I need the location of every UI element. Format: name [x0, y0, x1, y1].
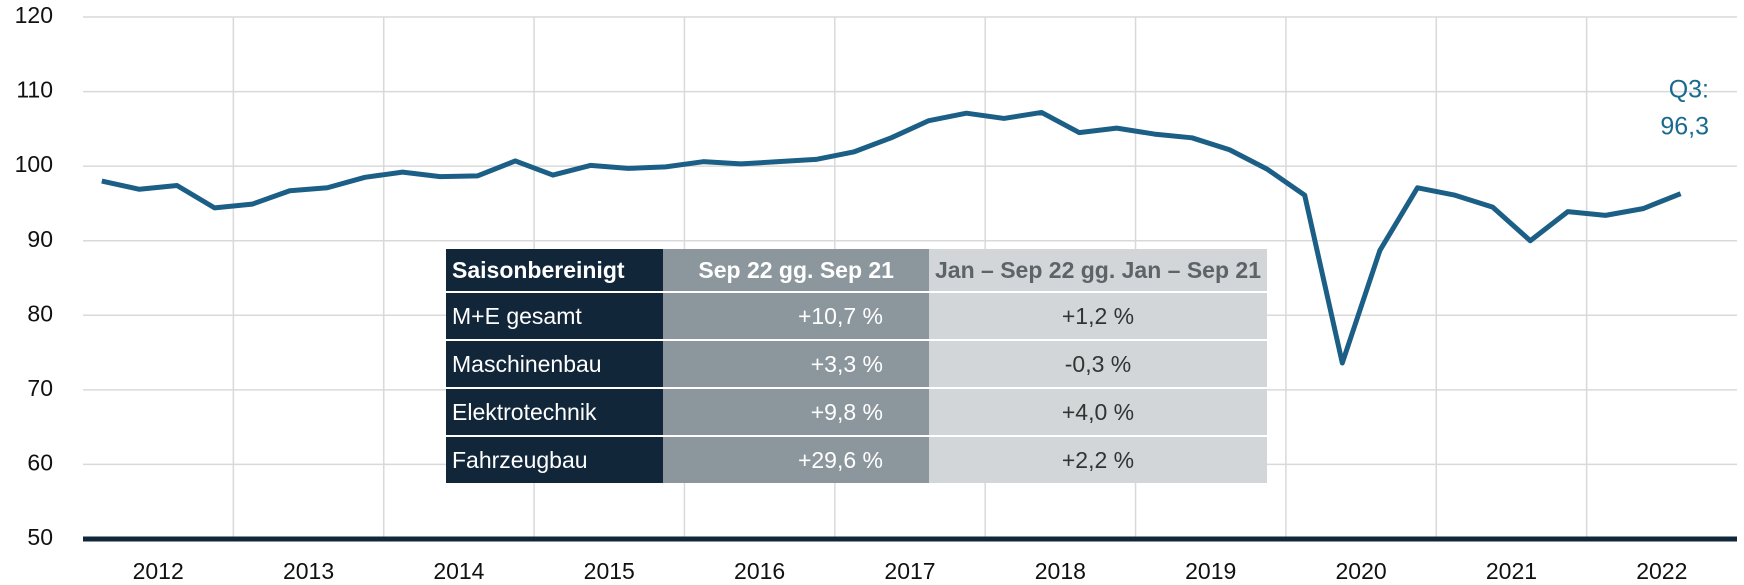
y-tick-label: 100	[15, 151, 53, 177]
y-tick-label: 60	[27, 450, 53, 476]
summary-table: Saisonbereinigt Sep 22 gg. Sep 21 Jan – Se…	[446, 249, 1267, 483]
x-tick-label: 2013	[283, 558, 334, 584]
data-line	[101, 109, 1682, 366]
x-tick-label: 2016	[734, 558, 785, 584]
y-tick-label: 110	[16, 77, 53, 103]
table-row: Fahrzeugbau +29,6 % +2,2 %	[446, 436, 1267, 483]
table-row: M+E gesamt +10,7 % +1,2 %	[446, 292, 1267, 341]
table-cell: Maschinenbau	[446, 340, 664, 389]
y-tick-label: 90	[27, 226, 53, 252]
table-cell: +9,8 %	[663, 388, 929, 437]
annotation: 96,3	[1660, 113, 1709, 141]
table-row: Elektrotechnik +9,8 % +4,0 %	[446, 388, 1267, 437]
x-tick-label: 2018	[1035, 558, 1086, 584]
y-tick-label: 120	[15, 2, 53, 28]
x-tick-label: 2014	[433, 558, 484, 584]
x-tick-label: 2019	[1185, 558, 1236, 584]
table-cell: Fahrzeugbau	[446, 436, 664, 483]
table-row: Maschinenbau +3,3 % -0,3 %	[446, 340, 1267, 389]
annotation: Q3:	[1669, 76, 1709, 104]
table-cell: +2,2 %	[929, 436, 1267, 483]
header-cell: Sep 22 gg. Sep 21	[663, 249, 929, 293]
header-cell: Jan – Sep 22 gg. Jan – Sep 21	[929, 249, 1267, 293]
y-tick-label: 70	[27, 375, 53, 401]
x-tick-label: 2012	[133, 558, 184, 584]
table-cell: +29,6 %	[663, 436, 929, 483]
table-cell: -0,3 %	[929, 340, 1267, 389]
x-tick-label: 2020	[1336, 558, 1387, 584]
header-row: Saisonbereinigt Sep 22 gg. Sep 21 Jan – Se…	[446, 249, 1267, 293]
x-tick-label: 2017	[884, 558, 935, 584]
y-tick-label: 80	[27, 300, 53, 326]
table-cell: +10,7 %	[663, 292, 929, 341]
x-tick-label: 2022	[1636, 558, 1687, 584]
x-tick-label: 2015	[584, 558, 635, 584]
y-tick-label: 50	[27, 524, 53, 550]
table-cell: Elektrotechnik	[446, 388, 664, 437]
x-tick-label: 2021	[1486, 558, 1537, 584]
table-cell: +1,2 %	[929, 292, 1267, 341]
header-cell: Saisonbereinigt	[446, 249, 664, 293]
table-cell: +3,3 %	[663, 340, 929, 389]
table-cell: +4,0 %	[929, 388, 1267, 437]
table-cell: M+E gesamt	[446, 292, 664, 341]
